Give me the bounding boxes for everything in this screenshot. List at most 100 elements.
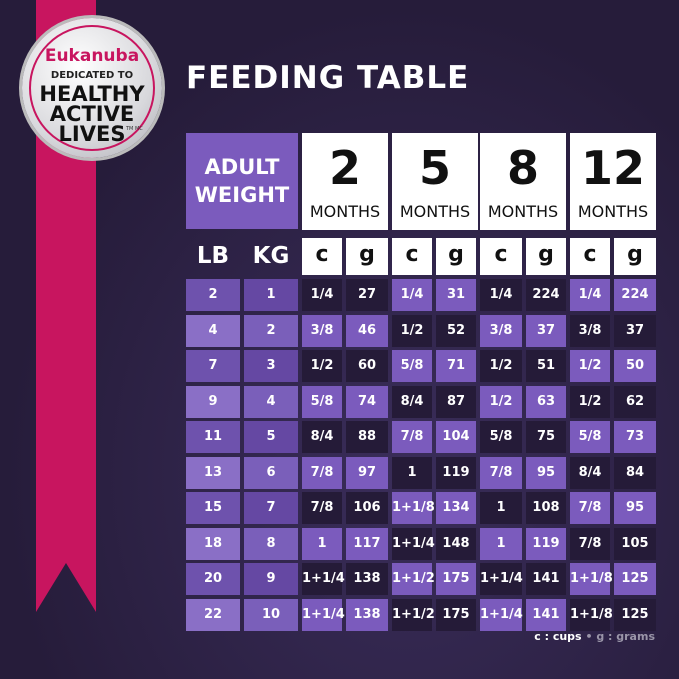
legend: c : cups • g : grams — [534, 630, 655, 643]
grams-cell: 108 — [526, 492, 566, 524]
grams-cell: 31 — [436, 279, 476, 311]
grams-cell: 106 — [346, 492, 388, 524]
cups-cell: 5/8 — [392, 350, 432, 382]
kg-cell: 10 — [244, 598, 298, 631]
month-number: 8 — [506, 141, 539, 195]
kg-cell: 8 — [244, 527, 298, 560]
month-header: 5 MONTHS — [392, 133, 478, 230]
kg-cell: 6 — [244, 456, 298, 489]
grams-cell: 97 — [346, 456, 388, 489]
cups-cell: 1+1/4 — [302, 598, 345, 631]
month-unit: MONTHS — [577, 202, 649, 221]
grams-cell: 37 — [526, 314, 566, 347]
cups-cell: 1+1/4 — [302, 563, 345, 595]
cups-cell: 1/2 — [570, 385, 610, 418]
cups-cell: 3/8 — [302, 314, 342, 347]
grams-cell: 95 — [526, 456, 566, 489]
grams-cell: 51 — [526, 350, 566, 382]
brand-name: Eukanuba — [44, 46, 140, 66]
kg-cell: 3 — [244, 350, 298, 382]
grams-cell: 148 — [436, 527, 476, 560]
kg-cell: 7 — [244, 492, 298, 524]
month-number: 12 — [580, 141, 645, 195]
cups-cell: 7/8 — [302, 456, 342, 489]
badge-line: LIVES — [58, 122, 126, 146]
grams-cell: 84 — [614, 456, 656, 489]
trademark: TM MC — [126, 126, 143, 132]
cups-cell: 1/2 — [392, 314, 432, 347]
cups-cell: 1+1/4 — [480, 598, 523, 631]
grams-header: g — [436, 238, 476, 275]
cups-cell: 1 — [302, 527, 342, 560]
kg-header: KG — [252, 243, 290, 269]
grams-cell: 62 — [614, 385, 656, 418]
kg-cell: 4 — [244, 385, 298, 418]
grams-cell: 46 — [346, 314, 388, 347]
grams-cell: 27 — [346, 279, 388, 311]
cups-cell: 1/2 — [480, 385, 522, 418]
kg-cell: 5 — [244, 421, 298, 453]
month-unit: MONTHS — [399, 202, 471, 221]
lb-cell: 15 — [186, 492, 240, 524]
grams-cell: 138 — [346, 598, 388, 631]
month-number: 5 — [418, 141, 451, 195]
cups-cell: 1+1/4 — [480, 563, 523, 595]
grams-header: g — [614, 238, 656, 275]
cups-cell: 1/2 — [570, 350, 610, 382]
cups-header: c — [570, 238, 610, 275]
cups-cell: 1 — [480, 492, 522, 524]
cups-cell: 7/8 — [570, 492, 610, 524]
grams-cell: 125 — [614, 598, 656, 631]
grams-cell: 75 — [526, 421, 566, 453]
cups-cell: 1 — [480, 527, 522, 560]
kg-cell: 1 — [244, 279, 298, 311]
grams-cell: 87 — [436, 385, 476, 418]
grams-cell: 63 — [526, 385, 566, 418]
cups-cell: 7/8 — [392, 421, 432, 453]
month-header: 12 MONTHS — [570, 133, 656, 230]
grams-cell: 73 — [614, 421, 656, 453]
month-header: 8 MONTHS — [480, 133, 566, 230]
grams-cell: 175 — [436, 598, 476, 631]
cups-cell: 3/8 — [570, 314, 610, 347]
page-title: FEEDING TABLE — [186, 60, 470, 96]
lb-cell: 2 — [186, 279, 240, 311]
cups-cell: 1+1/2 — [392, 598, 435, 631]
grams-cell: 52 — [436, 314, 476, 347]
cups-cell: 1+1/4 — [392, 527, 435, 560]
eukanuba-badge-logo: Eukanuba DEDICATED TO HEALTHY ACTIVE LIV… — [22, 18, 162, 158]
grams-header: g — [526, 238, 566, 275]
grams-cell: 141 — [526, 598, 566, 631]
grams-cell: 224 — [614, 279, 656, 311]
cups-cell: 1/2 — [480, 350, 522, 382]
cups-cell: 1+1/8 — [392, 492, 435, 524]
grams-cell: 138 — [346, 563, 388, 595]
cups-cell: 8/4 — [570, 456, 610, 489]
kg-cell: 9 — [244, 563, 298, 595]
kg-cell: 2 — [244, 314, 298, 347]
cups-cell: 5/8 — [570, 421, 610, 453]
grams-header: g — [346, 238, 388, 275]
month-unit: MONTHS — [309, 202, 381, 221]
lb-cell: 20 — [186, 563, 240, 595]
grams-cell: 60 — [346, 350, 388, 382]
cups-header: c — [480, 238, 522, 275]
cups-cell: 7/8 — [570, 527, 610, 560]
grams-cell: 74 — [346, 385, 388, 418]
cups-cell: 7/8 — [302, 492, 342, 524]
cups-cell: 7/8 — [480, 456, 522, 489]
month-header: 2 MONTHS — [302, 133, 388, 230]
cups-cell: 1/2 — [302, 350, 342, 382]
grams-cell: 134 — [436, 492, 476, 524]
grams-cell: 50 — [614, 350, 656, 382]
cups-cell: 1/4 — [480, 279, 522, 311]
cups-cell: 1+1/8 — [570, 598, 613, 631]
grams-cell: 117 — [346, 527, 388, 560]
lb-cell: 11 — [186, 421, 240, 453]
cups-header: c — [302, 238, 342, 275]
month-number: 2 — [328, 141, 361, 195]
grams-cell: 37 — [614, 314, 656, 347]
grams-cell: 105 — [614, 527, 656, 560]
lb-cell: 9 — [186, 385, 240, 418]
cups-cell: 1/4 — [570, 279, 610, 311]
